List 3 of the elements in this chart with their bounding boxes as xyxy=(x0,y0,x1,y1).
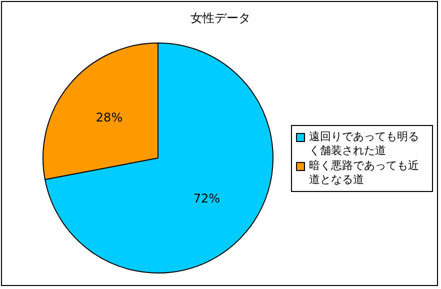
legend-label: 暗く悪路であっても近道となる道 xyxy=(309,159,420,187)
title: 女性データ xyxy=(190,10,252,27)
legend-label: 遠回りであっても明るく舗装された道 xyxy=(309,130,420,158)
